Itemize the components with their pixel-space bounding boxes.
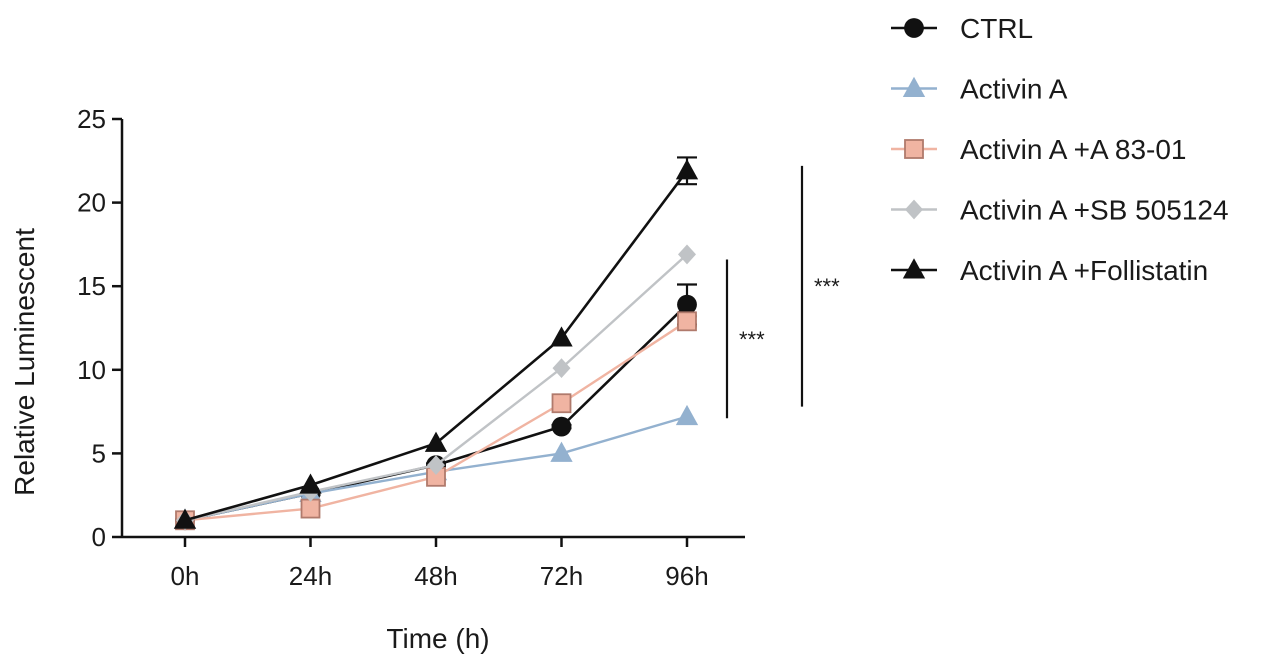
x-tick-label: 48h <box>414 561 457 591</box>
series-2 <box>175 311 697 531</box>
y-tick-label: 5 <box>92 438 106 468</box>
data-point <box>550 441 573 462</box>
y-axis-title: Relative Luminescent <box>9 228 40 496</box>
series-3 <box>176 244 696 531</box>
legend: CTRL Activin A Activin A +A 83-01 Activin A… <box>891 13 1229 286</box>
legend-label: Activin A <box>960 74 1068 105</box>
legend-label: Activin A +SB 505124 <box>960 195 1229 226</box>
legend-label: Activin A +Follistatin <box>960 255 1208 286</box>
series-4 <box>173 156 699 529</box>
legend-marker <box>905 199 923 220</box>
data-point <box>300 498 321 519</box>
series-line <box>184 303 688 522</box>
legend-item-0: CTRL <box>891 13 1033 44</box>
legend-marker <box>902 258 926 279</box>
x-tick-label: 96h <box>665 561 708 591</box>
data-point <box>424 431 448 452</box>
data-point <box>299 473 322 494</box>
legend-marker <box>904 139 924 159</box>
data-point <box>427 455 445 476</box>
significance-annotations: *** *** <box>725 165 840 419</box>
series-line <box>184 320 688 522</box>
legend-item-2: Activin A +A 83-01 <box>891 134 1187 165</box>
data-point <box>551 393 572 414</box>
legend-item-3: Activin A +SB 505124 <box>891 195 1229 226</box>
data-point <box>675 404 699 426</box>
data-point <box>675 159 699 180</box>
x-axis-title: Time (h) <box>386 623 489 654</box>
data-point <box>677 311 697 332</box>
y-tick-label: 0 <box>92 522 106 552</box>
legend-item-1: Activin A <box>891 74 1068 105</box>
significance-label: *** <box>814 274 840 299</box>
legend-marker <box>904 18 924 38</box>
x-tick-label: 72h <box>540 561 583 591</box>
data-point <box>551 416 572 437</box>
data-point <box>552 358 571 379</box>
y-tick-label: 10 <box>77 355 106 385</box>
data-point <box>550 326 573 347</box>
x-tick-label: 24h <box>289 561 332 591</box>
legend-label: CTRL <box>960 13 1033 44</box>
data-point <box>173 508 197 529</box>
y-tick-label: 15 <box>77 271 106 301</box>
data-point <box>677 294 697 315</box>
y-tick-label: 20 <box>77 188 106 218</box>
legend-marker <box>902 76 926 98</box>
significance-label: *** <box>739 327 765 352</box>
x-axis: 0h 24h 48h 72h 96h <box>122 535 745 591</box>
data-point <box>678 244 696 265</box>
series-layer <box>173 156 699 531</box>
y-tick-label: 25 <box>77 104 106 134</box>
x-tick-label: 0h <box>171 561 200 591</box>
legend-item-4: Activin A +Follistatin <box>891 255 1208 286</box>
legend-label: Activin A +A 83-01 <box>960 134 1187 165</box>
series-0 <box>175 283 697 531</box>
y-axis: 0 5 10 15 20 25 <box>77 104 124 552</box>
